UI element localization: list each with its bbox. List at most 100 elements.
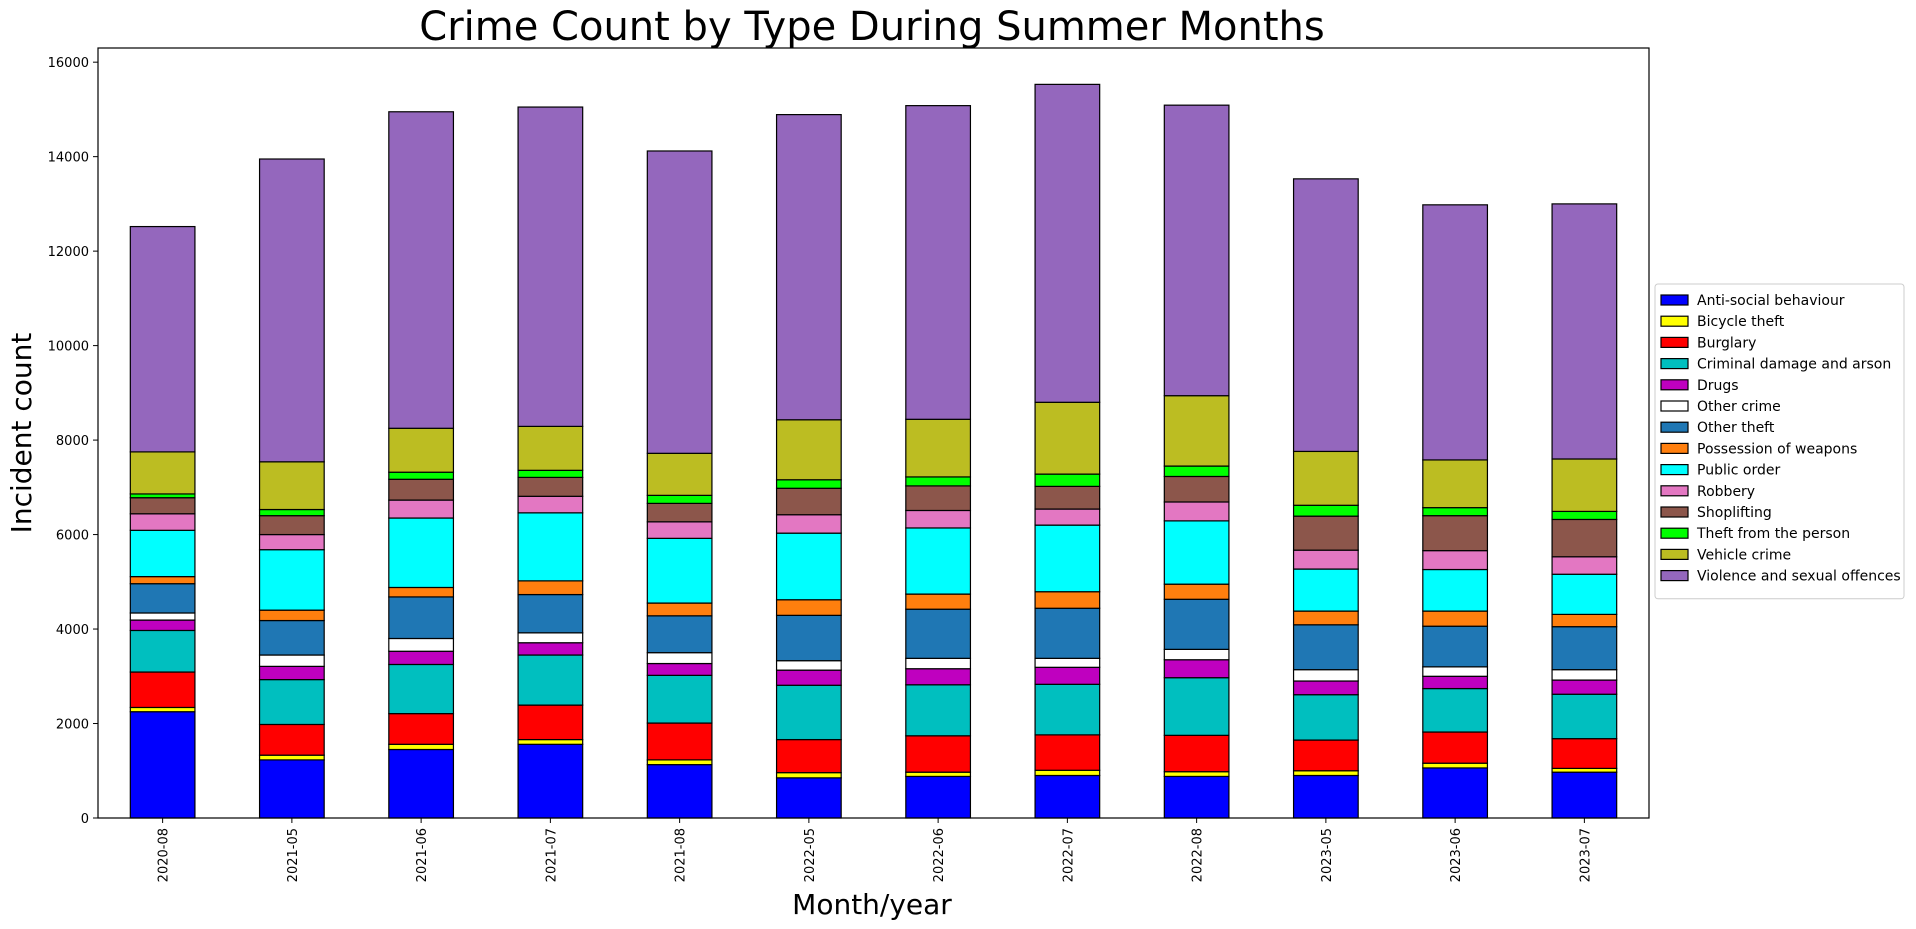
bar-segment-2023-06-7 xyxy=(1422,610,1489,627)
bar-segment-2021-07-13 xyxy=(517,106,584,427)
x-tick-label: 2023-07 xyxy=(1578,828,1593,882)
y-tick-label: 6000 xyxy=(56,529,89,544)
bar-segment-2022-08-4 xyxy=(1163,659,1230,679)
bar-segment-2021-05-1 xyxy=(258,754,325,761)
bar-segment-2023-05-11 xyxy=(1292,504,1359,517)
bar-segment-2023-07-11 xyxy=(1551,510,1618,521)
bar-segment-2022-07-0 xyxy=(1034,774,1101,819)
x-tick-label: 2022-07 xyxy=(1061,828,1076,882)
bar-segment-2020-08-0 xyxy=(129,711,196,819)
legend-label: Other theft xyxy=(1697,420,1775,436)
legend-label: Other crime xyxy=(1697,399,1781,415)
x-tick-label: 2023-06 xyxy=(1449,828,1464,882)
bar-segment-2021-06-9 xyxy=(388,499,455,519)
x-tick-label: 2022-05 xyxy=(803,828,818,882)
bar-segment-2021-05-0 xyxy=(258,759,325,819)
bar-segment-2023-05-1 xyxy=(1292,770,1359,777)
x-tick-label: 2022-06 xyxy=(932,828,947,882)
bars-layer xyxy=(129,83,1618,819)
bar-segment-2021-08-0 xyxy=(646,764,713,819)
bar-segment-2022-06-0 xyxy=(905,775,972,819)
bar-segment-2022-08-12 xyxy=(1163,395,1230,467)
bar-segment-2021-05-12 xyxy=(258,461,325,511)
bar-segment-2021-06-12 xyxy=(388,427,455,473)
bar-segment-2023-06-6 xyxy=(1422,625,1489,668)
y-tick-label: 8000 xyxy=(56,434,89,449)
bar-segment-2022-08-9 xyxy=(1163,501,1230,522)
bar-segment-2023-06-10 xyxy=(1422,515,1489,552)
bar-segment-2022-07-10 xyxy=(1034,485,1101,510)
bar-segment-2021-06-8 xyxy=(388,517,455,589)
bar-segment-2021-08-8 xyxy=(646,537,713,604)
bar-segment-2023-07-4 xyxy=(1551,679,1618,695)
bar-segment-2021-08-2 xyxy=(646,722,713,761)
bar-segment-2021-05-9 xyxy=(258,533,325,551)
legend-swatch xyxy=(1660,527,1689,539)
bar-segment-2021-07-8 xyxy=(517,512,584,582)
legend-swatch xyxy=(1660,421,1689,433)
bar-segment-2023-06-1 xyxy=(1422,762,1489,769)
bar-segment-2023-05-4 xyxy=(1292,680,1359,696)
bar-segment-2021-08-9 xyxy=(646,521,713,539)
x-tick-label: 2021-07 xyxy=(544,828,559,882)
bar-segment-2022-05-6 xyxy=(775,614,842,662)
y-tick-label: 2000 xyxy=(56,718,89,733)
plot-frame xyxy=(97,47,1650,819)
bar-segment-2022-06-5 xyxy=(905,657,972,670)
x-tick-label: 2023-05 xyxy=(1320,828,1335,882)
bar-segment-2023-05-13 xyxy=(1292,178,1359,453)
bar-segment-2021-06-6 xyxy=(388,596,455,640)
legend-swatch xyxy=(1660,358,1689,370)
bar-segment-2021-07-1 xyxy=(517,738,584,745)
bar-segment-2020-08-1 xyxy=(129,706,196,713)
bar-segment-2020-08-6 xyxy=(129,583,196,614)
bar-segment-2023-06-3 xyxy=(1422,687,1489,733)
bar-segment-2023-05-3 xyxy=(1292,694,1359,741)
bar-segment-2022-08-3 xyxy=(1163,677,1230,736)
bar-segment-2023-07-2 xyxy=(1551,738,1618,769)
bar-segment-2022-06-3 xyxy=(905,684,972,737)
bar-segment-2023-05-6 xyxy=(1292,624,1359,671)
bar-segment-2021-08-1 xyxy=(646,759,713,766)
bar-segment-2023-07-0 xyxy=(1551,771,1618,819)
bar-segment-2022-05-13 xyxy=(775,114,842,421)
legend-label: Shoplifting xyxy=(1697,505,1772,521)
bar-segment-2023-05-5 xyxy=(1292,669,1359,682)
bar-segment-2023-07-3 xyxy=(1551,693,1618,740)
bar-segment-2021-05-10 xyxy=(258,515,325,536)
y-tick-label: 16000 xyxy=(48,56,89,71)
x-axis-label: Month/year xyxy=(792,888,952,921)
bar-segment-2022-07-7 xyxy=(1034,591,1101,609)
bar-segment-2023-06-4 xyxy=(1422,675,1489,690)
legend-frame xyxy=(1654,283,1905,600)
bar-segment-2021-08-11 xyxy=(646,494,713,504)
bar-segment-2022-05-1 xyxy=(775,772,842,779)
x-tick-label: 2021-05 xyxy=(286,828,301,882)
bar-segment-2021-08-4 xyxy=(646,662,713,676)
bar-segment-2023-05-7 xyxy=(1292,610,1359,626)
bar-segment-2020-08-7 xyxy=(129,576,196,585)
bar-segment-2022-06-2 xyxy=(905,735,972,773)
bar-segment-2020-08-5 xyxy=(129,612,196,621)
legend-swatch xyxy=(1660,506,1689,518)
bar-segment-2023-07-6 xyxy=(1551,626,1618,671)
y-axis: 0 2000 4000 6000 8000 10000 12000 14000 16000 xyxy=(48,56,98,827)
bar-segment-2023-06-13 xyxy=(1422,204,1489,461)
legend-swatch xyxy=(1660,315,1689,327)
bar-segment-2020-08-8 xyxy=(129,529,196,578)
bar-segment-2022-06-10 xyxy=(905,485,972,512)
bar-segment-2021-05-5 xyxy=(258,654,325,667)
bar-segment-2022-06-11 xyxy=(905,476,972,487)
bar-segment-2021-05-4 xyxy=(258,665,325,681)
bar-segment-2022-05-4 xyxy=(775,669,842,686)
bar-segment-2022-07-4 xyxy=(1034,666,1101,685)
bar-segment-2022-08-5 xyxy=(1163,648,1230,661)
bar-segment-2021-07-4 xyxy=(517,642,584,656)
bar-segment-2022-06-1 xyxy=(905,771,972,778)
bar-segment-2021-08-5 xyxy=(646,652,713,665)
legend-label: Possession of weapons xyxy=(1697,441,1857,457)
legend-label: Burglary xyxy=(1697,335,1756,351)
legend: Anti-social behaviour Bicycle theft Burgla… xyxy=(1654,283,1905,600)
bar-segment-2021-05-2 xyxy=(258,723,325,756)
bar-segment-2022-08-1 xyxy=(1163,771,1230,778)
